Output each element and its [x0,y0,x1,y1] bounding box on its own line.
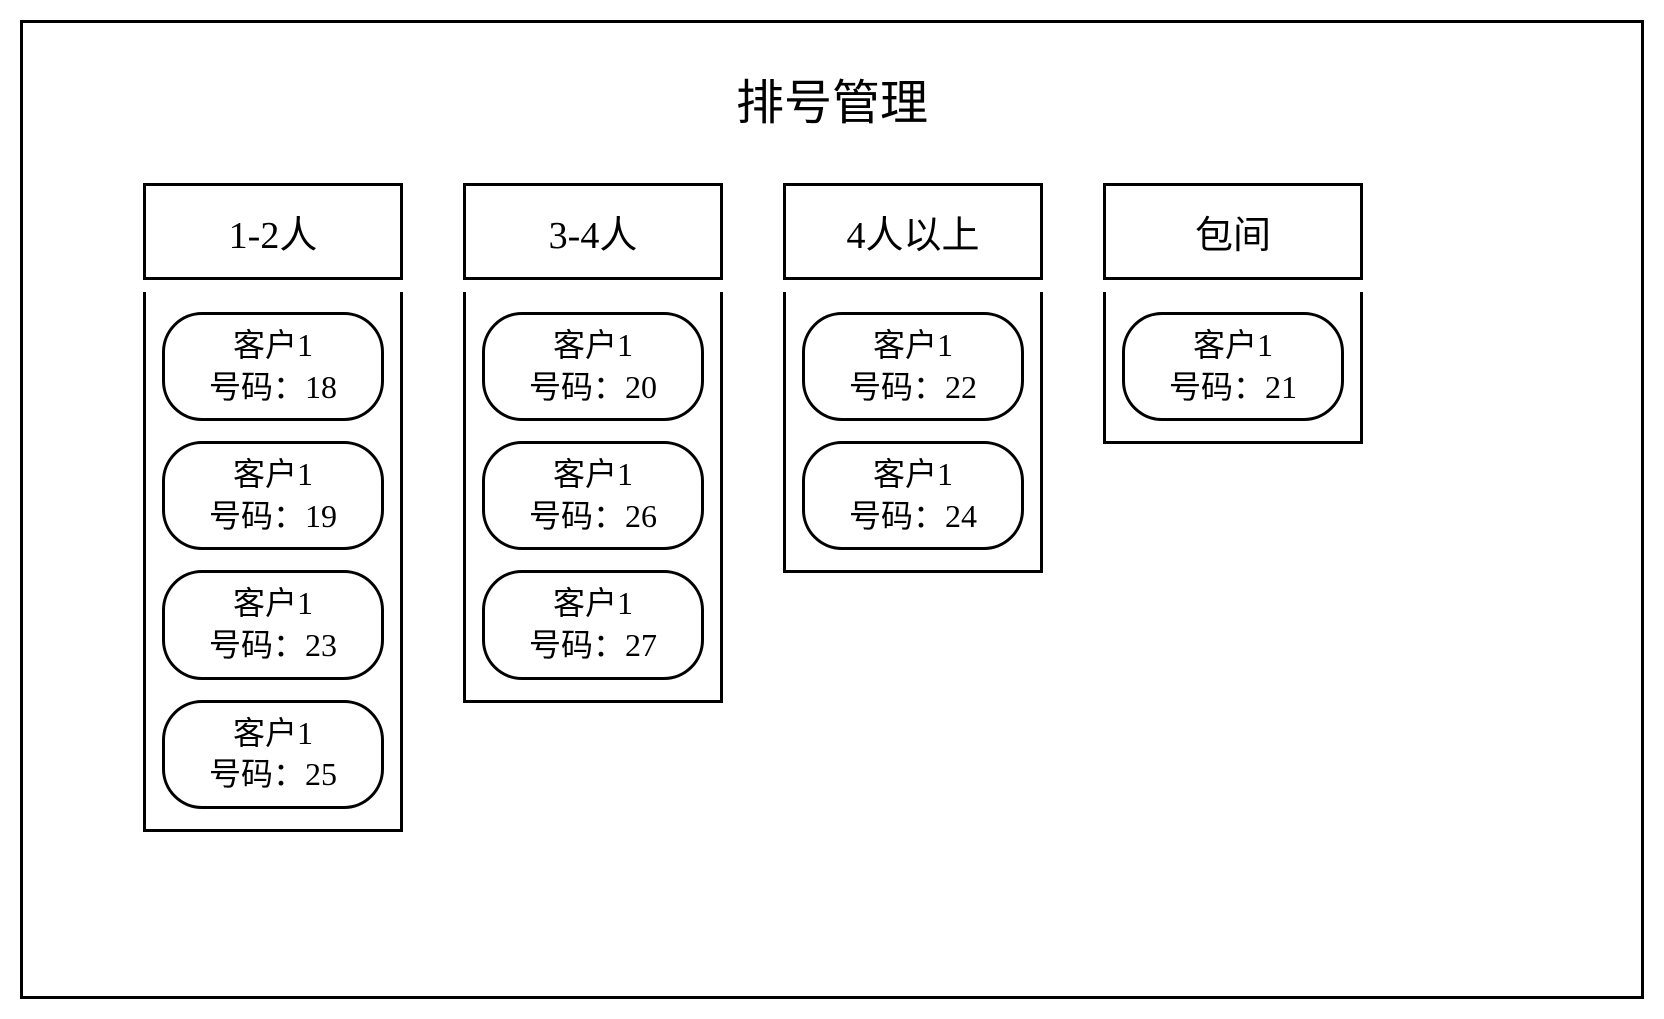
queue-ticket[interactable]: 客户1 号码：27 [482,570,704,679]
ticket-customer: 客户1 [505,325,681,367]
number-prefix: 号码： [529,627,625,663]
ticket-number-line: 号码：27 [505,625,681,667]
number-prefix: 号码： [209,498,305,534]
ticket-customer: 客户1 [185,325,361,367]
column-header[interactable]: 3-4人 [463,183,723,280]
queue-column-3-4: 3-4人 客户1 号码：20 客户1 号码：26 客户1 号码：27 [463,183,723,703]
ticket-customer: 客户1 [185,583,361,625]
queue-column-private-room: 包间 客户1 号码：21 [1103,183,1363,444]
queue-column-4plus: 4人以上 客户1 号码：22 客户1 号码：24 [783,183,1043,573]
queue-ticket[interactable]: 客户1 号码：24 [802,441,1024,550]
column-body: 客户1 号码：18 客户1 号码：19 客户1 号码：23 客户1 号码：25 [143,292,403,832]
column-header[interactable]: 包间 [1103,183,1363,280]
number-prefix: 号码： [1169,369,1265,405]
ticket-number: 23 [305,627,337,663]
ticket-number: 25 [305,756,337,792]
ticket-customer: 客户1 [505,454,681,496]
ticket-number: 26 [625,498,657,534]
queue-ticket[interactable]: 客户1 号码：18 [162,312,384,421]
ticket-number-line: 号码：26 [505,496,681,538]
column-header[interactable]: 4人以上 [783,183,1043,280]
ticket-customer: 客户1 [185,713,361,755]
columns-wrapper: 1-2人 客户1 号码：18 客户1 号码：19 客户1 号码：23 客户1 号… [103,183,1561,832]
ticket-number: 22 [945,369,977,405]
number-prefix: 号码： [209,756,305,792]
number-prefix: 号码： [529,369,625,405]
queue-ticket[interactable]: 客户1 号码：26 [482,441,704,550]
ticket-customer: 客户1 [1145,325,1321,367]
number-prefix: 号码： [209,627,305,663]
ticket-number: 24 [945,498,977,534]
ticket-number-line: 号码：25 [185,754,361,796]
queue-column-1-2: 1-2人 客户1 号码：18 客户1 号码：19 客户1 号码：23 客户1 号… [143,183,403,832]
queue-ticket[interactable]: 客户1 号码：22 [802,312,1024,421]
ticket-number: 19 [305,498,337,534]
queue-ticket[interactable]: 客户1 号码：19 [162,441,384,550]
queue-management-panel: 排号管理 1-2人 客户1 号码：18 客户1 号码：19 客户1 号码：23 … [20,20,1644,999]
column-body: 客户1 号码：22 客户1 号码：24 [783,292,1043,573]
number-prefix: 号码： [209,369,305,405]
ticket-number-line: 号码：21 [1145,367,1321,409]
ticket-number-line: 号码：18 [185,367,361,409]
ticket-customer: 客户1 [825,454,1001,496]
queue-ticket[interactable]: 客户1 号码：25 [162,700,384,809]
queue-ticket[interactable]: 客户1 号码：20 [482,312,704,421]
ticket-customer: 客户1 [825,325,1001,367]
ticket-number: 21 [1265,369,1297,405]
number-prefix: 号码： [849,498,945,534]
queue-ticket[interactable]: 客户1 号码：23 [162,570,384,679]
ticket-number-line: 号码：20 [505,367,681,409]
number-prefix: 号码： [849,369,945,405]
ticket-number-line: 号码：22 [825,367,1001,409]
ticket-number: 20 [625,369,657,405]
ticket-number-line: 号码：24 [825,496,1001,538]
ticket-number-line: 号码：19 [185,496,361,538]
column-body: 客户1 号码：20 客户1 号码：26 客户1 号码：27 [463,292,723,703]
column-header[interactable]: 1-2人 [143,183,403,280]
column-body: 客户1 号码：21 [1103,292,1363,444]
ticket-customer: 客户1 [505,583,681,625]
ticket-number: 27 [625,627,657,663]
ticket-customer: 客户1 [185,454,361,496]
ticket-number: 18 [305,369,337,405]
ticket-number-line: 号码：23 [185,625,361,667]
number-prefix: 号码： [529,498,625,534]
page-title: 排号管理 [103,63,1561,133]
queue-ticket[interactable]: 客户1 号码：21 [1122,312,1344,421]
